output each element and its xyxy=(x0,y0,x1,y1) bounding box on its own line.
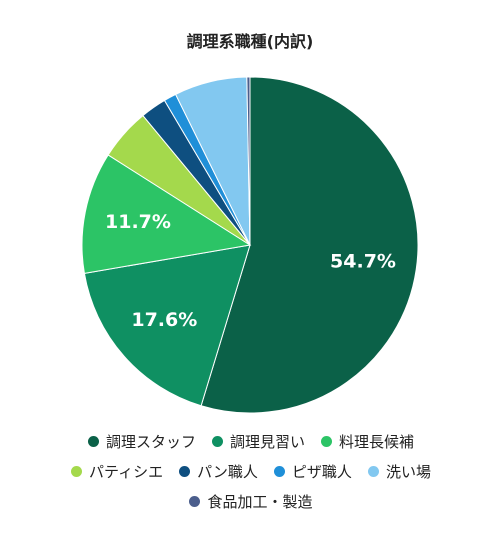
legend-item: 食品加工・製造 xyxy=(189,491,313,512)
pie-slice xyxy=(83,244,251,407)
legend-label: 洗い場 xyxy=(385,462,431,481)
legend-label: パン職人 xyxy=(197,462,258,481)
data-label: 11.7% xyxy=(105,211,171,233)
legend-marker xyxy=(87,435,99,447)
legend-marker xyxy=(71,465,83,477)
legend-row: 食品加工・製造 xyxy=(0,486,502,516)
legend-marker xyxy=(211,435,223,447)
legend-item: ピザ職人 xyxy=(273,461,352,482)
legend-label: ピザ職人 xyxy=(291,462,352,481)
data-label: 54.7% xyxy=(330,250,396,272)
legend-label: パティシエ xyxy=(89,462,164,481)
legend-label: 調理見習い xyxy=(229,432,305,451)
legend-item: 洗い場 xyxy=(367,461,431,482)
legend-item: 調理スタッフ xyxy=(87,431,196,452)
legend-item: パン職人 xyxy=(179,461,258,482)
legend-label: 料理長候補 xyxy=(339,432,415,451)
chart-title: 調理系職種(内訳) xyxy=(187,32,314,51)
legend-marker xyxy=(189,495,201,507)
legend-marker xyxy=(321,435,332,447)
legend-marker xyxy=(179,465,191,477)
pie-slice xyxy=(81,154,252,274)
pie-slice xyxy=(200,76,419,414)
legend-label: 調理スタッフ xyxy=(105,432,196,451)
legend-label: 食品加工・製造 xyxy=(207,492,313,511)
pie-area: 調理系職種(内訳) 54.7% 17.6% 11.7% xyxy=(81,32,419,414)
legend-marker xyxy=(273,465,285,477)
legend-item: パティシエ xyxy=(71,461,163,482)
legend-row: 調理スタッフ 調理見習い 料理長候補 xyxy=(0,426,502,456)
legend-marker xyxy=(367,465,379,477)
pie-slice xyxy=(246,76,251,246)
legend-row: パティシエ パン職人 ピザ職人 洗い場 xyxy=(0,456,502,486)
data-label: 17.6% xyxy=(131,309,197,331)
legend-item: 調理見習い xyxy=(211,431,305,452)
legend-item: 料理長候補 xyxy=(321,431,414,452)
legend: 調理スタッフ 調理見習い 料理長候補パティシエ パン職人 ピザ職人 洗い場食品加工・製造 xyxy=(0,426,502,516)
